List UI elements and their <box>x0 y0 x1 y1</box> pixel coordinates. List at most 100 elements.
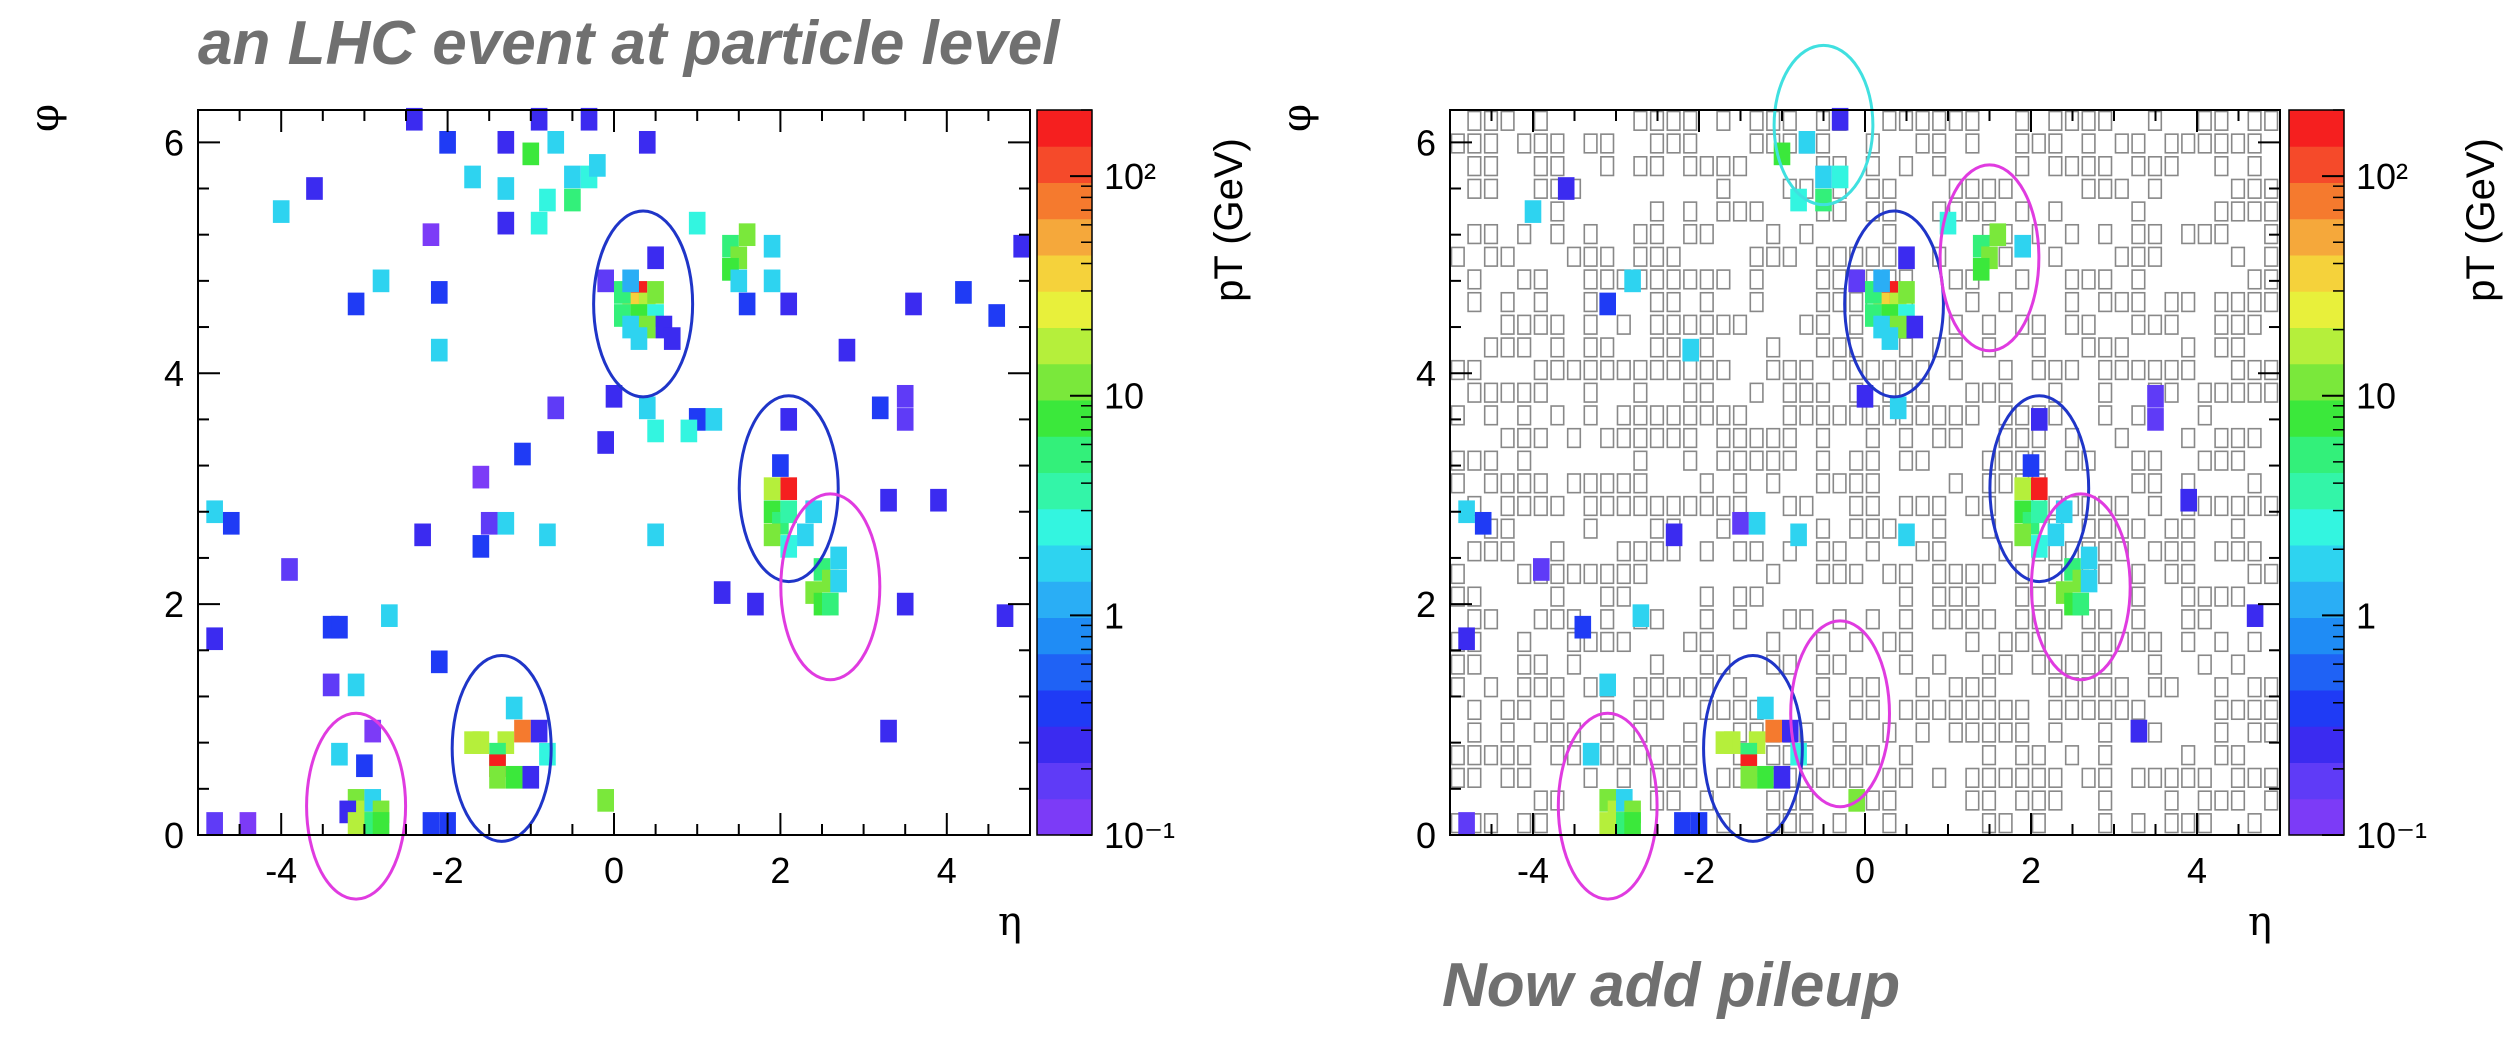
pileup-cell <box>1483 405 1499 426</box>
pileup-cell <box>2015 201 2030 222</box>
pileup-cell <box>1832 563 1847 585</box>
pileup-cell <box>2181 223 2196 245</box>
heatmap-cell <box>1798 130 1816 154</box>
heatmap-cell <box>430 281 448 304</box>
pileup-cell <box>1633 382 1648 403</box>
pileup-cell <box>2197 790 2212 811</box>
pileup-cell <box>1716 813 1731 834</box>
pileup-cell <box>1467 359 1482 381</box>
pileup-cell <box>1832 473 1847 494</box>
pileup-cell <box>2081 518 2096 539</box>
pileup-cell <box>1716 178 1731 199</box>
pileup-cell <box>1649 541 1665 562</box>
pileup-cell <box>2015 156 2030 177</box>
pileup-cell <box>2181 337 2196 358</box>
pileup-cell <box>1467 722 1482 743</box>
heatmap-cell <box>464 731 481 754</box>
pileup-cell <box>1865 359 1880 381</box>
pileup-cell <box>1815 269 1831 290</box>
pileup-cell <box>1849 405 1864 426</box>
pileup-cell <box>1533 359 1548 381</box>
pileup-cell <box>2181 291 2196 313</box>
pileup-cell <box>1666 677 1681 698</box>
pileup-cell <box>2015 609 2030 630</box>
pileup-cell <box>1965 722 1980 743</box>
pileup-cell <box>1633 246 1648 267</box>
chart-subtitle: Now add pileup <box>1442 951 1901 1020</box>
heatmap-cell <box>2031 477 2048 500</box>
pileup-cell <box>2064 223 2080 245</box>
pileup-cell <box>1533 314 1548 335</box>
pileup-cell <box>1517 382 1532 403</box>
pileup-cell <box>1832 654 1847 675</box>
heatmap-cell <box>306 177 323 200</box>
pileup-cell <box>1600 133 1615 154</box>
pileup-cell <box>1517 314 1532 335</box>
pileup-cell <box>1583 767 1598 788</box>
colorbar-segment <box>2289 182 2344 220</box>
heatmap-cell <box>996 604 1014 627</box>
colorbar-segment <box>1037 762 1092 800</box>
pileup-cell <box>1948 609 1963 630</box>
pileup-cell <box>2247 495 2262 517</box>
pileup-cell <box>1716 269 1731 290</box>
x-tick-label: -2 <box>432 850 464 891</box>
pileup-cell <box>2147 178 2163 199</box>
pileup-cell <box>1633 359 1648 381</box>
pileup-cell <box>2015 314 2030 335</box>
pileup-cell <box>1799 314 1814 335</box>
pileup-cell <box>1699 359 1714 381</box>
pileup-cell <box>1998 473 2013 494</box>
pileup-cell <box>2098 291 2113 313</box>
pileup-cell <box>2114 133 2129 154</box>
pileup-cell <box>1500 699 1515 721</box>
pileup-cell <box>1500 518 1515 539</box>
pileup-cell <box>2098 495 2113 517</box>
heatmap-cell <box>680 419 698 443</box>
pileup-cell <box>2031 427 2046 449</box>
pileup-cell <box>2048 405 2063 426</box>
pileup-cell <box>2247 631 2262 653</box>
x-axis-label: η <box>998 899 1022 945</box>
pileup-cell <box>2081 654 2096 675</box>
heatmap-cell <box>505 696 523 720</box>
pileup-cell <box>2164 314 2179 335</box>
heatmap-cell <box>1524 200 1542 223</box>
pileup-cell <box>2098 541 2113 562</box>
heatmap-cell <box>564 165 581 189</box>
pileup-cell <box>1699 223 1714 245</box>
pileup-cell <box>1849 677 1864 698</box>
heatmap-cell <box>1458 627 1475 651</box>
colorbar-segment <box>2289 291 2344 328</box>
pileup-cell <box>1467 541 1482 562</box>
pileup-cell <box>1749 291 1764 313</box>
heatmap-cell <box>663 327 681 350</box>
pileup-cell <box>1666 269 1681 290</box>
pileup-cell <box>2214 427 2229 449</box>
colorbar-tick-label: 1 <box>2356 595 2376 636</box>
pileup-cell <box>1483 473 1499 494</box>
heatmap-cell <box>464 165 481 189</box>
pileup-cell <box>1566 473 1582 494</box>
x-tick-label: 4 <box>937 850 957 891</box>
pileup-cell <box>2064 450 2080 471</box>
heatmap-cell <box>1013 234 1030 258</box>
pileup-cell <box>2131 291 2146 313</box>
heatmap-cell <box>780 408 798 431</box>
pileup-cell <box>1865 790 1880 811</box>
pileup-cell <box>1815 427 1831 449</box>
pileup-cell <box>1948 359 1963 381</box>
pileup-cell <box>1500 246 1515 267</box>
pileup-cell <box>2247 269 2262 290</box>
heatmap-cell <box>822 592 839 616</box>
colorbar-segment <box>1037 508 1092 546</box>
pileup-cell <box>2214 156 2229 177</box>
colorbar-segment <box>1037 363 1092 401</box>
pileup-cell <box>2131 609 2146 630</box>
jet-ellipse-hard <box>1988 394 2091 584</box>
pileup-cell <box>1533 156 1548 177</box>
pileup-cell <box>1849 563 1864 585</box>
pileup-cell <box>1600 337 1615 358</box>
colorbar-segment <box>1037 327 1092 365</box>
